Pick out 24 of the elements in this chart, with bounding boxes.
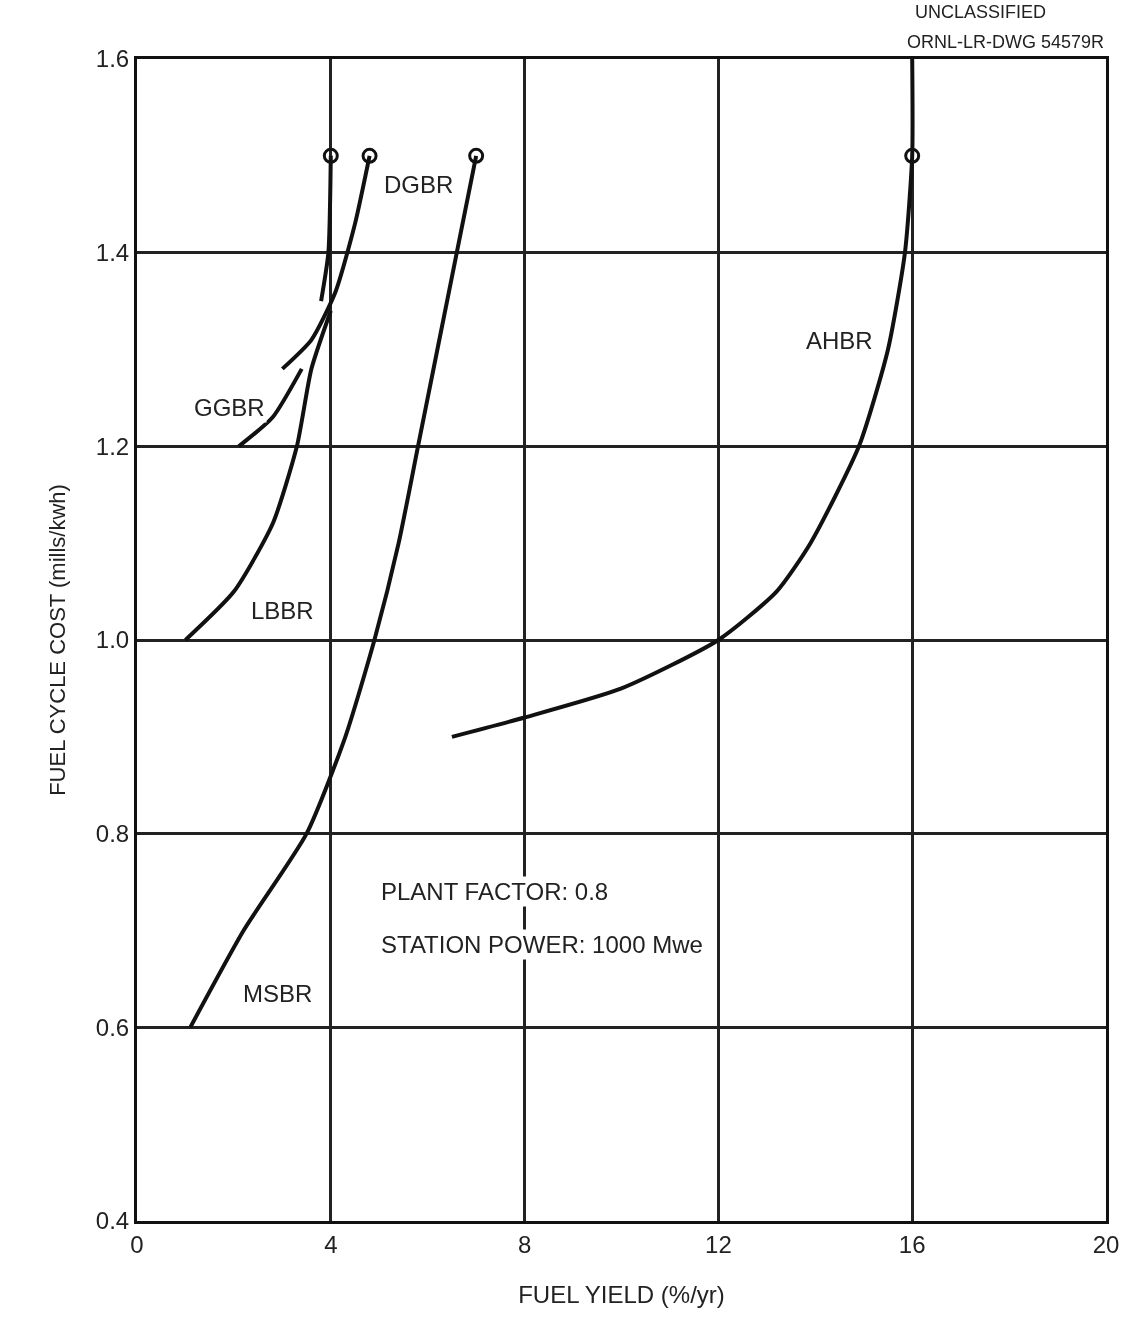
annotation: MSBR — [243, 980, 313, 1007]
x-tick-label: 4 — [324, 1230, 338, 1258]
annotation: PLANT FACTOR: 0.8 — [381, 878, 609, 905]
text: ORNL-LR-DWG 54579R — [907, 32, 1105, 52]
x-tick-label: 12 — [705, 1230, 732, 1258]
annotation: AHBR — [806, 327, 873, 354]
x-tick-label: 0 — [130, 1230, 144, 1258]
y-tick-label: 0.4 — [95, 1207, 130, 1235]
y-tick-label: 1.4 — [95, 239, 130, 267]
y-tick-label: 1.2 — [95, 432, 130, 460]
y-tick-label: 0.6 — [95, 1013, 130, 1041]
text: UNCLASSIFIED — [915, 2, 1047, 22]
annotation: STATION POWER: 1000 Mwe — [381, 931, 703, 958]
y-tick-label: 1.6 — [95, 45, 130, 73]
y-tick-label: 1.0 — [95, 626, 130, 654]
x-axis-title: FUEL YIELD (%/yr) — [518, 1281, 725, 1309]
x-tick-label: 8 — [517, 1230, 532, 1258]
y-axis-title: FUEL CYCLE COST (mills/kwh) — [44, 484, 70, 796]
x-tick-label: 16 — [898, 1230, 926, 1258]
annotation: LBBR — [251, 597, 314, 624]
y-tick-label: 0.8 — [95, 820, 130, 848]
annotation: GGBR — [194, 394, 265, 421]
x-tick-label: 20 — [1092, 1230, 1120, 1258]
annotation: DGBR — [384, 171, 454, 198]
